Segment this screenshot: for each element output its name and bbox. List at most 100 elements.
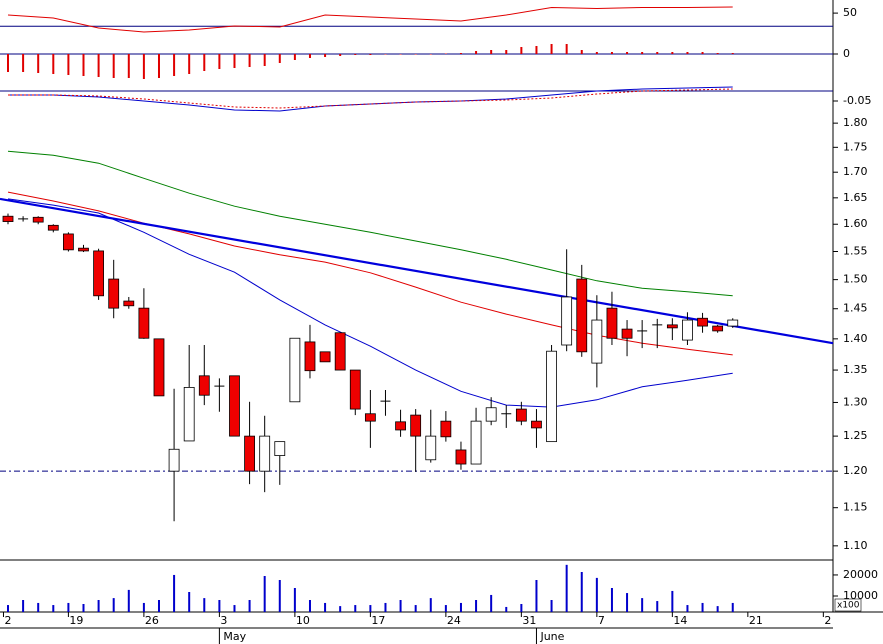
bar [610, 588, 613, 612]
bar [354, 54, 357, 55]
bar [52, 605, 55, 612]
bar [112, 54, 115, 78]
y-tick-label: 1.40 [843, 332, 868, 345]
y-tick-label: -0.05 [843, 94, 871, 107]
bar [384, 602, 387, 612]
candle-body [334, 332, 346, 371]
bar [475, 51, 478, 54]
candle-body [289, 337, 301, 403]
bar [67, 602, 70, 612]
candle-body [546, 350, 557, 443]
y-tick-label: 1.80 [843, 116, 868, 129]
bar [248, 600, 251, 612]
bar [97, 54, 100, 77]
x-tick-label: 17 [371, 614, 385, 627]
x-tick-label: 24 [447, 614, 461, 627]
y-tick-label: 1.10 [843, 539, 868, 552]
bar [701, 602, 704, 612]
candle-body [455, 449, 467, 465]
bar [535, 46, 538, 54]
bar [112, 598, 115, 612]
bar [686, 52, 689, 54]
bar [324, 54, 327, 57]
bar [656, 52, 659, 54]
bar [580, 572, 583, 612]
bar [399, 600, 402, 612]
candle-body [410, 414, 422, 437]
bar [52, 54, 55, 74]
candle-body [2, 215, 14, 222]
bar [82, 604, 85, 612]
y-tick-label: 20000 [843, 568, 878, 581]
y-tick-label: 1.60 [843, 217, 868, 230]
bar [550, 600, 553, 612]
bar [429, 598, 432, 612]
candle-body [123, 300, 135, 307]
candle-body [319, 351, 331, 363]
bar [429, 54, 432, 55]
bar [550, 44, 553, 54]
candle-body [78, 247, 89, 252]
bar [595, 52, 598, 54]
candle-body [712, 325, 724, 332]
bar [716, 53, 719, 54]
bar [535, 580, 538, 612]
candle-body [576, 278, 588, 353]
bar [37, 602, 40, 612]
bar [671, 590, 674, 612]
bar [459, 602, 462, 612]
x-tick-label: 10 [296, 614, 310, 627]
bar [656, 601, 659, 612]
indicator-line [7, 6, 733, 33]
candle-body [515, 408, 527, 422]
bar [731, 53, 734, 54]
bar [324, 602, 327, 612]
month-label: June [539, 630, 564, 643]
x-tick-label: 21 [749, 614, 763, 627]
bar [37, 54, 40, 73]
bar [157, 600, 160, 612]
bar [610, 52, 613, 54]
x-tick-label: 26 [145, 614, 159, 627]
bar [67, 54, 70, 75]
candle-body [591, 319, 603, 364]
bar [580, 50, 583, 54]
candle-body [32, 216, 44, 223]
bar [414, 605, 417, 612]
bar [157, 54, 160, 78]
y-tick-label: 1.30 [843, 395, 868, 408]
candle-body [304, 341, 316, 372]
indicator-line [8, 88, 733, 109]
y-tick-label: 1.65 [843, 191, 868, 204]
y-tick-label: 1.20 [843, 464, 868, 477]
bar [475, 600, 478, 612]
bar [490, 594, 493, 612]
trendline [0, 197, 834, 345]
bar [731, 602, 734, 612]
candle-body [666, 324, 678, 329]
y-tick-label: 1.45 [843, 302, 868, 315]
bar [505, 50, 508, 54]
bar [459, 53, 462, 54]
bar [626, 52, 629, 54]
candle-body [259, 435, 271, 472]
candle-body [47, 224, 59, 231]
bar [188, 54, 191, 74]
bar [127, 589, 130, 612]
candle-body [682, 319, 693, 341]
bar [127, 54, 130, 78]
bar [233, 605, 236, 612]
bar [142, 54, 145, 79]
bar [142, 602, 145, 612]
bar [505, 606, 508, 612]
month-label: May [223, 630, 246, 643]
unit-label: x100 [837, 601, 860, 611]
candle-body [349, 369, 361, 410]
bar [173, 54, 176, 76]
y-tick-label: 1.75 [843, 140, 868, 153]
bar [293, 588, 296, 612]
bar [641, 598, 644, 612]
candle-body [153, 338, 165, 397]
candle-body [470, 420, 482, 465]
